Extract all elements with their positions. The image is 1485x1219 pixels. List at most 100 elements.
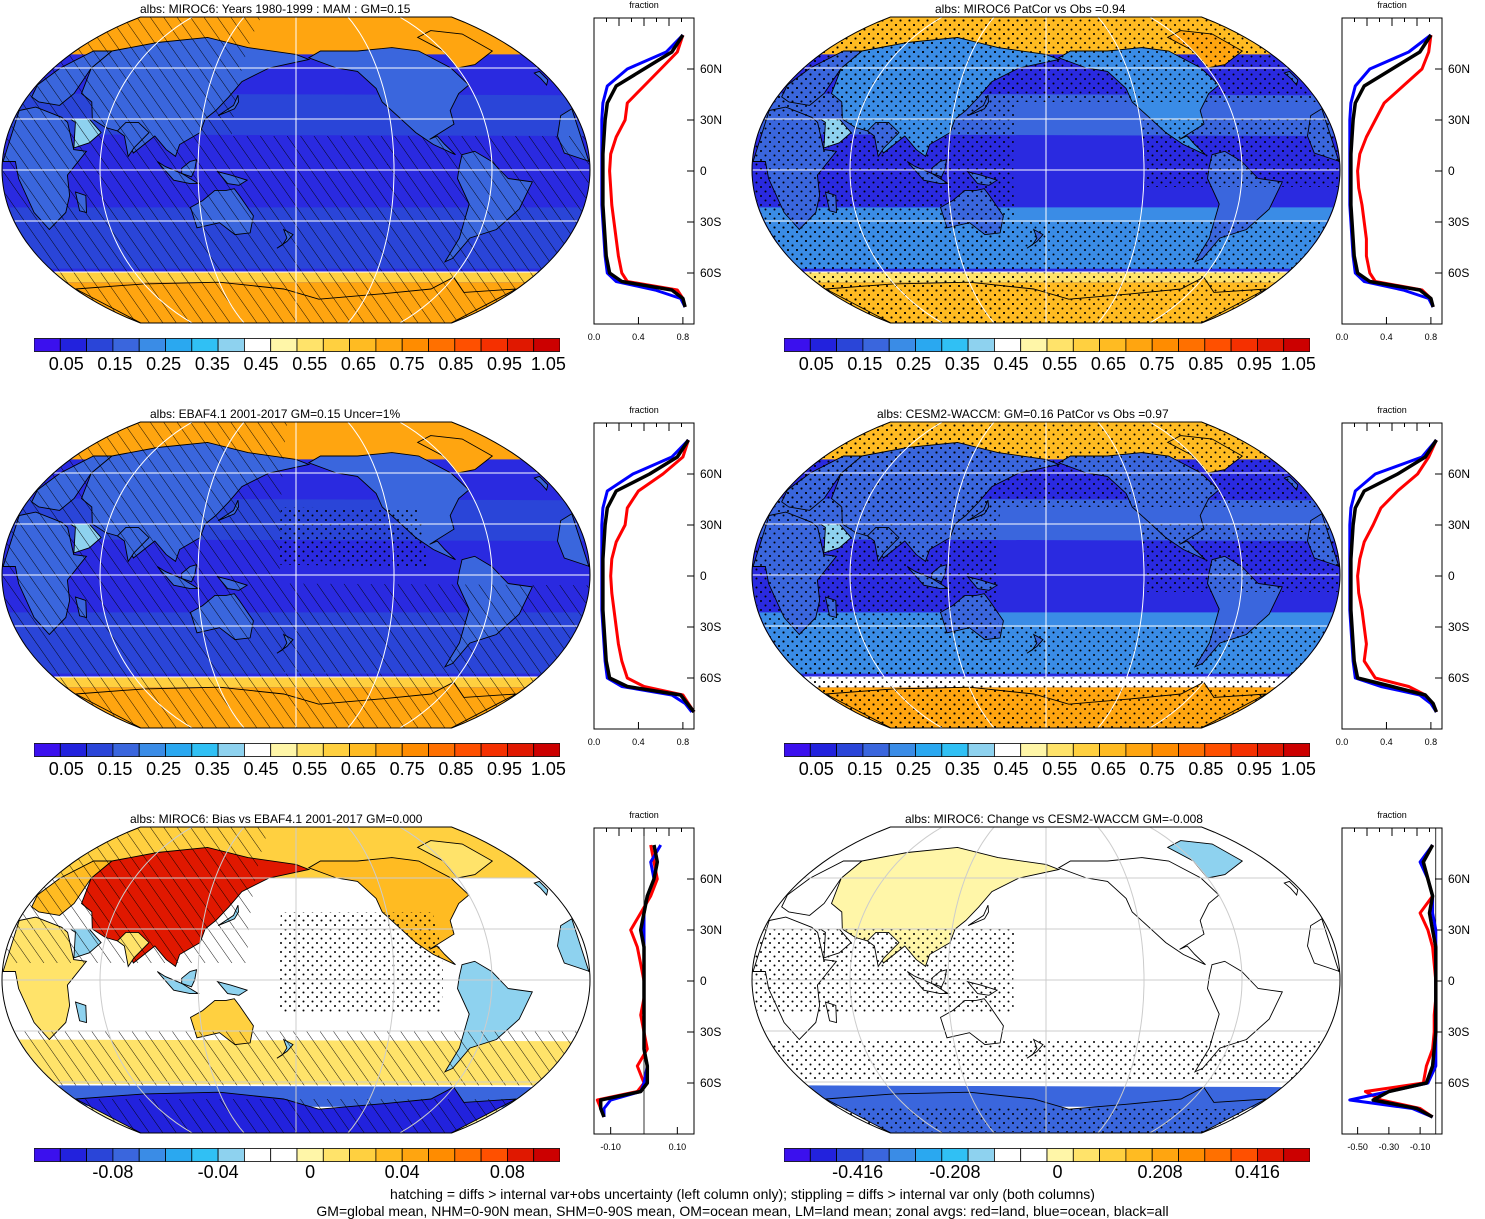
colorbar-swatch-cbar-p3-6: [191, 743, 219, 757]
colorbar-label: 0.85: [1188, 354, 1224, 374]
land-uk-p5: [533, 880, 549, 896]
meridian-120-p4: [947, 422, 995, 728]
colorbar-swatch-cbar-p2-19: [1283, 338, 1310, 352]
zonal-profile-p3: fraction 0.0 0.4 0.8 60N 30N 0 30S 60S: [588, 405, 722, 747]
colorbar-swatch-cbar-p6-14: [1151, 1148, 1179, 1162]
zonal-line-ocean-p2: [1348, 33, 1435, 308]
colorbar-swatch-cbar-p1-15: [428, 338, 456, 352]
zonal-ylabel-p4-4: 60S: [1448, 671, 1469, 685]
zonal-title-p3: fraction: [629, 405, 659, 415]
colorbar-swatch-cbar-p1-14: [401, 338, 429, 352]
colorbar-swatch-cbar-p4-0: [784, 743, 811, 757]
colorbar-swatch-cbar-p6-4: [888, 1148, 916, 1162]
colorbar-label: 0.35: [944, 759, 980, 779]
meridian-120-p3: [197, 422, 245, 728]
colorbar-swatch-cbar-p4-15: [1178, 743, 1206, 757]
zonal-line-ocean-p3: [600, 438, 693, 713]
zonal-title-p6: fraction: [1377, 810, 1407, 820]
colorbar-swatch-cbar-p1-5: [165, 338, 193, 352]
zonal-ylabel-p2-4: 60S: [1448, 266, 1469, 280]
colorbar-swatch-cbar-p3-15: [428, 743, 456, 757]
zonal-ylabel-p3-0: 60N: [700, 467, 722, 481]
colorbar-labels-p6: -0.416 -0.208 0 0.208 0.416: [784, 1162, 1310, 1184]
colorbar-swatch-cbar-p2-14: [1151, 338, 1179, 352]
zonal-xlabel-p5-1: 0.10: [669, 1142, 687, 1152]
zonal-line-all-p3: [601, 439, 696, 714]
colorbar-swatch-cbar-p2-16: [1204, 338, 1232, 352]
land-europe-p6: [781, 860, 864, 916]
zonal-ylabel-p4-1: 30N: [1448, 518, 1470, 532]
zonal-xlabel-p6-2: -0.10: [1410, 1142, 1431, 1152]
zonal-profile-p1: fraction 0.0 0.4 0.8 60N 30N 0 30S 60S: [588, 0, 722, 342]
meridian-60-p6: [849, 827, 943, 1133]
colorbar-labels-p5: -0.08 -0.04 0 0.04 0.08: [34, 1162, 560, 1184]
map-border-p1: [1, 16, 591, 324]
stippling-p6-1: [752, 929, 1015, 1014]
colorbar-label: 0.05: [48, 354, 84, 374]
colorbar-swatch-cbar-p4-11: [1072, 743, 1100, 757]
meridian-240-p2: [1097, 17, 1145, 323]
zonal-line-all-p1: [601, 34, 687, 308]
colorbar-swatch-cbar-p4-5: [915, 743, 943, 757]
meridian-240-p6: [1097, 827, 1145, 1133]
colorbar-swatch-cbar-p1-11: [322, 338, 350, 352]
colorbar-label: 0.45: [993, 354, 1029, 374]
zonal-ylabel-p6-1: 30N: [1448, 923, 1470, 937]
zonal-xlabel-p4-0: 0.0: [1336, 737, 1349, 747]
colorbar-swatch-cbar-p2-1: [809, 338, 837, 352]
meridian-120-p2: [947, 17, 995, 323]
zonal-profile-p5: fraction -0.10 0.10 60N 30N 0 30S 60S: [593, 810, 722, 1152]
colorbar-swatch-cbar-p3-8: [243, 743, 272, 757]
stippling-p6-2: [838, 1107, 1251, 1133]
colorbar-label: -0.208: [929, 1162, 981, 1182]
hatching-p1-1: [230, 136, 590, 269]
colorbar-label: 0.35: [194, 354, 230, 374]
meridian-60-p4: [849, 422, 943, 728]
colorbar-label: 0.416: [1234, 1162, 1280, 1182]
hatching-p3-0: [2, 422, 288, 674]
colorbar-swatch-cbar-p6-11: [1072, 1148, 1100, 1162]
meridian-120-p1: [197, 17, 245, 323]
colorbar-swatch-cbar-p6-5: [915, 1148, 943, 1162]
colorbar-swatch-cbar-p3-7: [217, 743, 245, 757]
colorbar-swatch-cbar-p2-7: [967, 338, 995, 352]
colorbar-swatch-cbar-p3-1: [59, 743, 87, 757]
meridian-240-p1: [347, 17, 395, 323]
colorbar-label: 1.05: [530, 759, 566, 779]
colorbar-swatch-cbar-p6-10: [1046, 1148, 1074, 1162]
colorbar-swatch-cbar-p5-16: [454, 1148, 482, 1162]
map-p5: [1, 826, 591, 1134]
colorbar-label: 0.15: [847, 354, 883, 374]
colorbar-swatch-cbar-p1-8: [243, 338, 272, 352]
colorbar-swatch-cbar-p4-6: [941, 743, 969, 757]
colorbar-label: 0.65: [1090, 354, 1126, 374]
colorbar-label: 0.55: [1042, 759, 1078, 779]
colorbar-label: 0.95: [487, 759, 523, 779]
colorbar-swatch-cbar-p3-13: [375, 743, 403, 757]
colorbar-label: 1.05: [1280, 759, 1316, 779]
colorbar-label: 0.95: [1237, 759, 1273, 779]
land-japan-p6: [967, 905, 989, 927]
meridian-240-p5: [347, 827, 395, 1133]
colorbar-swatch-cbar-p4-18: [1256, 743, 1285, 757]
colorbar-labels-p4: 0.05 0.15 0.25 0.35 0.45 0.55 0.65 0.75 0.85 0.95…: [784, 759, 1316, 781]
meridian-240-p4: [1097, 422, 1145, 728]
colorbar-swatch-cbar-p1-18: [506, 338, 535, 352]
colorbar-swatch-cbar-p5-8: [243, 1148, 272, 1162]
colorbar-label: 0.75: [389, 354, 425, 374]
zonal-xlabel-p3-1: 0.4: [632, 737, 645, 747]
land-greenland-p5: [416, 840, 494, 879]
colorbar-swatch-cbar-p1-4: [138, 338, 166, 352]
colorbar-swatch-cbar-p2-11: [1072, 338, 1100, 352]
colorbar-label: 0.75: [1139, 759, 1175, 779]
colorbar-label: 0.15: [97, 354, 133, 374]
zonal-xlabel-p3-0: 0.0: [588, 737, 601, 747]
colorbar-label: 0.208: [1137, 1162, 1183, 1182]
zonal-ylabel-p4-0: 60N: [1448, 467, 1470, 481]
colorbar-swatch-cbar-p3-18: [506, 743, 535, 757]
colorbar-swatch-cbar-p6-17: [1230, 1148, 1258, 1162]
colorbar-label: 0.45: [243, 759, 279, 779]
colorbar-swatch-cbar-p4-3: [862, 743, 890, 757]
colorbar-swatch-cbar-p5-9: [270, 1148, 298, 1162]
colorbar-p4: [784, 743, 1310, 757]
